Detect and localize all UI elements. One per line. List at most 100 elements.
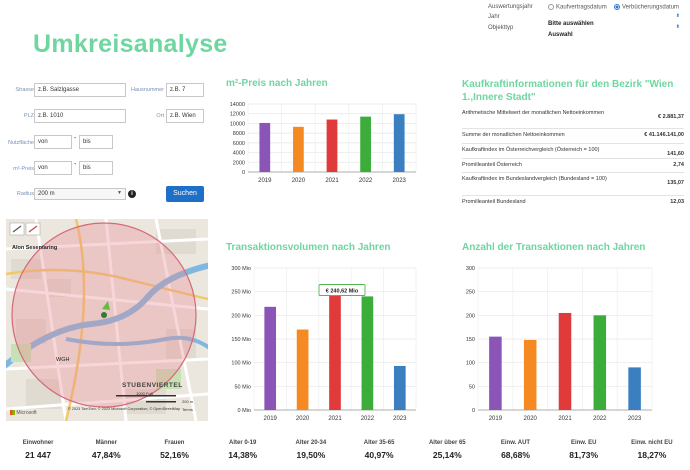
strasse-label: Strasse (15, 87, 34, 93)
nutzflaeche-von-input[interactable]: von (34, 135, 72, 149)
stat-label: Alter 0-19 (229, 440, 257, 446)
updown-icon: ⬍ (675, 13, 680, 19)
stat-label: Alter über 65 (428, 440, 466, 446)
kaufkraft-value: € 41.146.141,00 (644, 132, 684, 138)
x-tick-label: 2023 (393, 178, 407, 184)
stat-cell: Einwohner 21 447 (4, 440, 72, 460)
hausnummer-input[interactable]: z.B. 7 (166, 83, 204, 97)
stat-value: 52,16% (160, 450, 189, 460)
map[interactable]: Alon Sesentaring WGH STUBENVIERTEL 1000 … (6, 219, 208, 421)
y-tick-label: 200 (466, 313, 475, 319)
bar-2023 (393, 365, 406, 410)
kaufkraft-value: 2,74 (673, 162, 684, 168)
plz-input[interactable]: z.B. 1010 (34, 109, 126, 123)
map-attribution[interactable]: © 2023 TomTom, © 2023 Microsoft Corporat… (68, 407, 181, 411)
bar-2021 (329, 293, 341, 410)
stat-label: Männer (95, 440, 117, 446)
objekttyp-select[interactable]: Auswahl ⬍ (548, 23, 682, 38)
x-tick-label: 2023 (393, 416, 407, 422)
stat-label: Einwohner (22, 440, 54, 446)
stat-cell: Frauen 52,16% (140, 440, 208, 460)
map-terms-link[interactable]: Terms (182, 407, 193, 412)
stat-cell: Alter 0-19 14,38% (209, 440, 277, 460)
kaufkraft-label: Kaufkraftindex im Österreichvergleich (Ö… (462, 147, 600, 153)
y-tick-label: 0 Mio (238, 408, 251, 414)
bar-2022 (360, 116, 371, 172)
ort-input[interactable]: z.B. Wien (166, 109, 204, 123)
stat-value: 25,14% (432, 450, 462, 460)
objekttyp-select-value: Auswahl (548, 32, 573, 38)
map-scale-label-ft: 1000 Fuß (136, 391, 154, 396)
y-tick-label: 150 (466, 337, 475, 343)
divider (462, 195, 684, 196)
y-tick-label: 4000 (233, 151, 245, 157)
plz-label: PLZ (23, 113, 34, 119)
search-button[interactable]: Suchen (166, 186, 204, 202)
y-tick-label: 300 Mio (231, 266, 251, 272)
kaufkraft-label: Arithmetische Mittelwert der monatlichen… (462, 110, 605, 116)
map-street-label: Alon Sesentaring (12, 245, 58, 251)
y-tick-label: 100 (466, 361, 475, 367)
kaufkraft-value: € 2.881,37 (658, 114, 684, 120)
x-tick-label: 2019 (264, 416, 278, 422)
kaufkraft-label: Promilleanteil Bundesland (462, 199, 526, 205)
x-tick-label: 2022 (361, 416, 375, 422)
stat-value: 81,73% (569, 450, 599, 460)
divider (462, 143, 684, 144)
m2preis-bis-input[interactable]: bis (79, 161, 113, 175)
radius-label: Radius (16, 191, 34, 197)
stat-label: Alter 20-34 (295, 440, 327, 446)
divider (462, 128, 684, 129)
stat-label: Einw. AUT (500, 440, 531, 446)
jahr-select[interactable]: Bitte auswählen ⬍ (548, 12, 682, 27)
radio-kaufvertragsdatum[interactable]: Kaufvertragsdatum (548, 4, 607, 11)
kaufkraft-label: Promilleanteil Österreich (462, 162, 522, 168)
y-tick-label: 14000 (230, 102, 245, 108)
nutzflaeche-label: Nutzfläche (8, 140, 34, 146)
stat-cell: Alter 35-65 40,97% (345, 440, 413, 460)
chart1-title: m²-Preis nach Jahren (226, 78, 328, 89)
jahr-label: Jahr (488, 14, 500, 20)
x-tick-label: 2021 (558, 416, 572, 422)
y-tick-label: 6000 (233, 141, 245, 147)
strasse-input[interactable]: z.B. Salzlgasse (34, 83, 126, 97)
y-tick-label: 250 Mio (231, 290, 251, 296)
stat-label: Einw. nicht EU (631, 440, 673, 446)
stats-row: Einwohner 21 447 Männer 47,84% Frauen 52,16% A… (4, 440, 686, 466)
stat-label: Einw. EU (570, 440, 597, 446)
y-tick-label: 50 (469, 384, 475, 390)
chart2-tooltip: € 240,62 Mio (318, 284, 366, 296)
microsoft-logo-text: Microsoft (16, 410, 37, 416)
radius-select-value: 200 m (38, 191, 55, 197)
stat-value: 68,68% (501, 450, 530, 460)
auswertungsjahr-label: Auswertungsjahr (488, 4, 533, 10)
y-tick-label: 300 (466, 266, 475, 272)
y-tick-label: 200 Mio (231, 313, 251, 319)
stat-cell: Männer 47,84% (72, 440, 140, 460)
bar-2023 (393, 114, 405, 172)
bar-2023 (628, 367, 641, 410)
stat-cell: Alter 20-34 19,50% (277, 440, 345, 460)
ort-label: Ort (156, 113, 164, 119)
kaufkraft-label: Kaufkraftindex im Bundeslandvergleich (B… (462, 176, 607, 182)
nutzflaeche-bis-input[interactable]: bis (79, 135, 113, 149)
microsoft-logo-icon (10, 410, 15, 416)
chevron-down-icon: ▼ (117, 190, 122, 196)
divider (462, 158, 684, 159)
x-tick-label: 2021 (328, 416, 342, 422)
m2preis-von-input[interactable]: von (34, 161, 72, 175)
radio-verbuecherungsdatum[interactable]: Verbücherungsdatum (614, 4, 679, 11)
kaufkraft-value: 135,07 (667, 180, 684, 186)
map-canvas[interactable] (6, 219, 208, 421)
stat-cell: Einw. nicht EU 18,27% (618, 440, 686, 460)
kaufkraft-row: Arithmetische Mittelwert der monatlichen… (462, 110, 684, 120)
info-icon[interactable]: i (128, 190, 136, 198)
chart2-transaktionsvolumen: 0 Mio 50 Mio 100 Mio 150 Mio 200 Mio 250 Mio 3… (231, 266, 417, 422)
x-tick-label: 2020 (292, 178, 306, 184)
y-tick-label: 0 (472, 408, 475, 414)
radio-selected-icon (614, 4, 620, 10)
stat-value: 21 447 (25, 450, 52, 460)
radius-select[interactable]: 200 m ▼ (34, 188, 126, 200)
bar-2022 (361, 296, 374, 410)
kaufkraft-row: Summe der monatlichen Nettoeinkommen € 41… (462, 132, 684, 139)
